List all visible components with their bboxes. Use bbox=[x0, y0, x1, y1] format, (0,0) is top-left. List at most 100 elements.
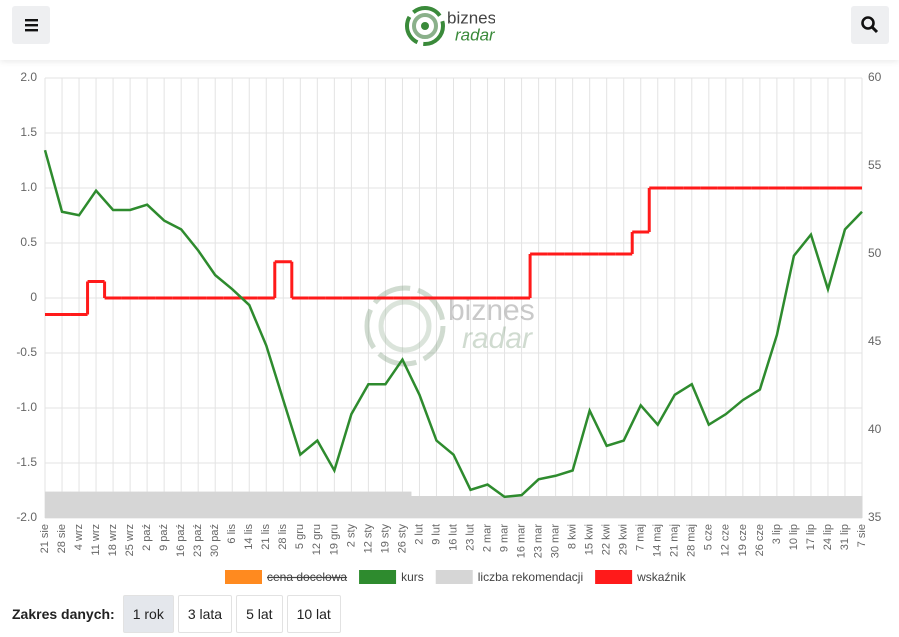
x-tick-label: 19 sty bbox=[379, 524, 391, 554]
range-option[interactable]: 3 lata bbox=[177, 595, 233, 633]
area-segment bbox=[376, 491, 395, 518]
y-tick-label: -2.0 bbox=[16, 510, 37, 524]
x-tick-label: 6 lis bbox=[226, 524, 238, 544]
legend-label: cena docelowa bbox=[267, 570, 347, 584]
x-tick-label: 9 mar bbox=[498, 524, 510, 552]
area-segment bbox=[359, 491, 378, 518]
search-button[interactable] bbox=[851, 6, 889, 44]
area-segment bbox=[751, 496, 769, 518]
x-tick-label: 21 maj bbox=[669, 524, 681, 557]
header: biznes radar bbox=[0, 0, 899, 60]
search-icon bbox=[861, 16, 879, 34]
x-tick-label: 12 gru bbox=[311, 524, 323, 555]
x-tick-label: 29 kwi bbox=[618, 524, 630, 555]
x-tick-label: 23 lut bbox=[464, 524, 476, 551]
area-segment bbox=[444, 496, 463, 518]
x-tick-label: 19 gru bbox=[328, 524, 340, 555]
x-tick-label: 19 cze bbox=[737, 524, 749, 556]
y2-tick-label: 35 bbox=[868, 510, 882, 524]
x-tick-label: 24 lip bbox=[822, 524, 834, 550]
area-segment bbox=[155, 491, 174, 518]
range-option[interactable]: 10 lat bbox=[286, 595, 341, 633]
x-tick-label: 21 sie bbox=[39, 524, 51, 553]
area-segment bbox=[189, 491, 208, 518]
area-segment bbox=[530, 496, 548, 518]
area-segment bbox=[87, 491, 106, 518]
range-option[interactable]: 5 lat bbox=[236, 595, 283, 633]
area-segment bbox=[683, 496, 701, 518]
x-tick-label: 12 cze bbox=[720, 524, 732, 556]
area-segment bbox=[462, 496, 480, 518]
y2-tick-label: 55 bbox=[868, 158, 882, 172]
x-tick-label: 9 paź bbox=[158, 524, 170, 551]
x-tick-label: 4 wrz bbox=[73, 524, 85, 550]
x-tick-label: 14 maj bbox=[652, 524, 664, 557]
area-segment bbox=[274, 491, 293, 518]
area-segment bbox=[768, 496, 786, 518]
logo-top: biznes bbox=[447, 8, 495, 27]
range-option[interactable]: 1 rok bbox=[122, 595, 174, 633]
menu-button[interactable] bbox=[12, 6, 50, 44]
area-segment bbox=[547, 496, 565, 518]
legend-label: kurs bbox=[401, 570, 424, 584]
x-tick-label: 10 lip bbox=[788, 524, 800, 550]
chart: 21 sie 28 sie 4 wrz 11 wrz 18 wrz 25 wrz 2 paź… bbox=[16, 70, 882, 584]
area-segment bbox=[479, 496, 497, 518]
x-tick-label: 18 wrz bbox=[107, 524, 119, 556]
y-tick-label: -1.5 bbox=[16, 455, 37, 469]
x-tick-label: 25 wrz bbox=[124, 524, 136, 556]
area-segment bbox=[393, 491, 412, 518]
area-segment bbox=[666, 496, 684, 518]
legend-swatch bbox=[435, 570, 473, 584]
x-tick-label: 11 wrz bbox=[90, 524, 102, 556]
area-segment bbox=[206, 491, 225, 518]
area-segment bbox=[240, 491, 259, 518]
x-tick-label: 2 sty bbox=[345, 524, 357, 548]
menu-icon bbox=[25, 19, 38, 32]
area-segment bbox=[291, 491, 310, 518]
watermark-bottom: radar bbox=[462, 322, 533, 355]
area-segment bbox=[410, 496, 429, 518]
area-segment bbox=[700, 496, 718, 518]
range-label: Zakres danych: bbox=[12, 606, 115, 622]
x-tick-label: 30 mar bbox=[550, 524, 562, 559]
area-segment bbox=[836, 496, 854, 518]
x-tick-label: 14 lis bbox=[243, 524, 255, 550]
area-segment bbox=[45, 491, 55, 518]
x-tick-label: 23 paź bbox=[192, 524, 204, 557]
range-selector: Zakres danych: 1 rok 3 lata 5 lat 10 lat bbox=[12, 595, 345, 633]
area-segment bbox=[632, 496, 650, 518]
x-tick-label: 22 kwi bbox=[601, 524, 613, 555]
y2-tick-label: 40 bbox=[868, 422, 882, 436]
area-segment bbox=[819, 496, 837, 518]
line bbox=[43, 149, 863, 499]
area-segment bbox=[223, 491, 242, 518]
area-segment bbox=[853, 496, 863, 518]
legend: cena docelowa kurs liczba rekomendacji wska… bbox=[225, 570, 687, 584]
x-tick-label: 28 sie bbox=[56, 524, 68, 553]
area-segment bbox=[53, 491, 72, 518]
area-segment bbox=[513, 496, 531, 518]
x-tick-label: 16 paź bbox=[175, 524, 187, 557]
x-tick-label: 7 sie bbox=[856, 524, 868, 547]
area-segment bbox=[121, 491, 140, 518]
area-segment bbox=[427, 496, 446, 518]
x-tick-label: 26 cze bbox=[754, 524, 766, 556]
x-tick-label: 12 sty bbox=[362, 524, 374, 554]
area-segment bbox=[70, 491, 89, 518]
x-tick-label: 15 kwi bbox=[584, 524, 596, 555]
x-tick-label: 28 maj bbox=[686, 524, 698, 557]
y-tick-label: 1.5 bbox=[20, 125, 37, 139]
area-segment bbox=[308, 491, 327, 518]
y2-tick-label: 45 bbox=[868, 334, 882, 348]
area-segment bbox=[581, 496, 599, 518]
area-segment bbox=[257, 491, 276, 518]
x-tick-label: 16 lut bbox=[447, 524, 459, 551]
x-tick-label: 5 gru bbox=[294, 524, 306, 549]
area-segment bbox=[496, 496, 514, 518]
x-tick-label: 3 lip bbox=[771, 524, 783, 544]
x-tick-label: 17 lip bbox=[805, 524, 817, 550]
x-tick-label: 2 mar bbox=[481, 524, 493, 552]
legend-swatch bbox=[359, 570, 397, 584]
